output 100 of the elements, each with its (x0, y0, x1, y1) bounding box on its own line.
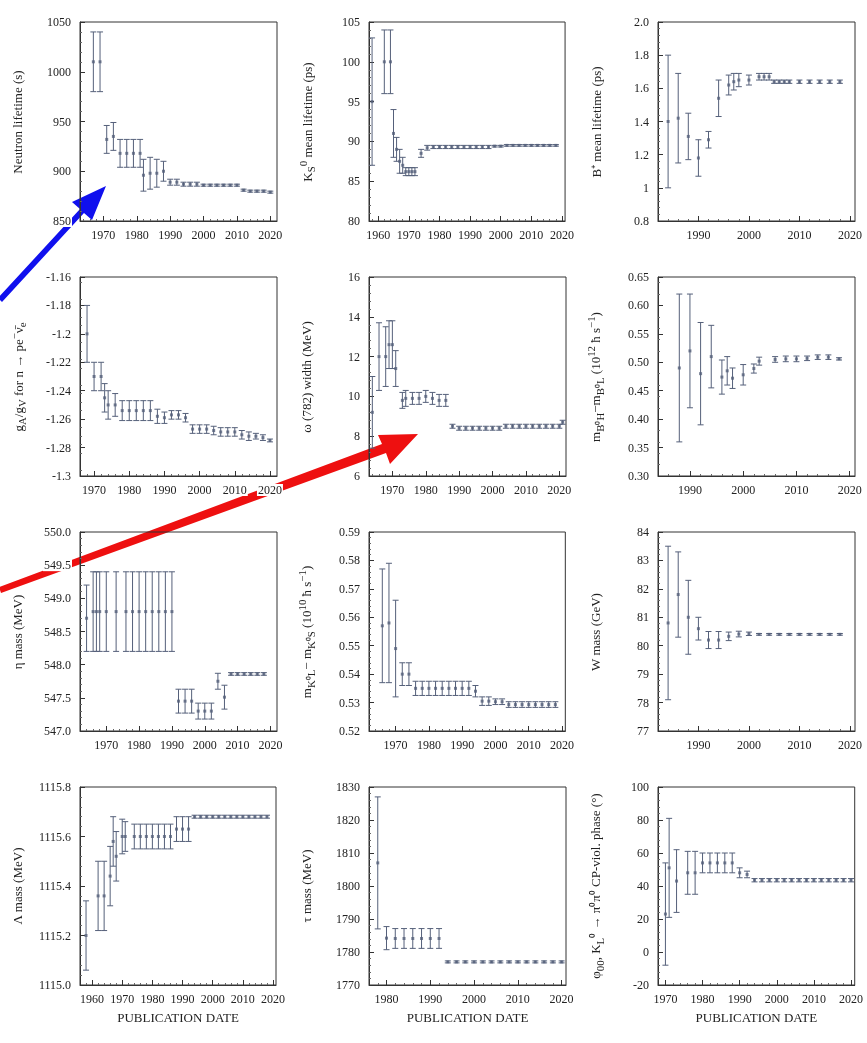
point (108, 874, 112, 878)
point (376, 861, 380, 865)
y-tick-label: 1115.4 (38, 879, 71, 893)
point (141, 173, 145, 177)
point (437, 936, 441, 940)
y-tick-label: 549.0 (44, 591, 71, 606)
x-tick-label: 2000 (736, 738, 761, 752)
y-tick-label: 0.52 (339, 724, 360, 738)
point (209, 709, 213, 713)
point (738, 871, 742, 875)
point (106, 403, 110, 407)
x-tick-label: 2010 (516, 738, 541, 752)
point (666, 120, 670, 123)
y-tick-label: 85 (348, 174, 360, 189)
point (216, 679, 220, 683)
y-tick-label: 1115.2 (38, 928, 71, 943)
point (377, 355, 381, 359)
point (382, 60, 386, 64)
x-tick-label: 2000 (192, 738, 217, 752)
x-tick-label: 1960 (80, 992, 105, 1006)
point (393, 936, 397, 940)
point (156, 835, 160, 838)
x-tick-label: 2020 (257, 483, 282, 497)
point (401, 163, 405, 167)
point (144, 610, 148, 614)
point (737, 78, 741, 82)
point (707, 638, 711, 642)
point (380, 624, 384, 628)
y-tick-label: 1790 (336, 912, 360, 926)
x-tick-label: 1980 (413, 483, 438, 497)
y-axis-title: B⁺ mean lifetime (ps) (588, 65, 605, 178)
y-tick-label: 40 (637, 879, 649, 893)
x-tick-label: 2020 (839, 992, 863, 1006)
x-tick-label: 2010 (787, 738, 812, 752)
point (699, 372, 703, 376)
point (676, 593, 680, 597)
y-tick-label: 1.8 (634, 48, 649, 63)
point (428, 936, 432, 940)
point (676, 116, 680, 120)
y-tick-label: 0.50 (628, 355, 649, 370)
point (141, 409, 145, 413)
x-tick-label: 1980 (374, 992, 399, 1006)
point (114, 854, 118, 858)
point (385, 936, 389, 940)
x-tick-label: 1980 (124, 228, 149, 242)
y-tick-label: 549.5 (44, 558, 71, 573)
x-tick-label: 1990 (677, 483, 702, 497)
point (720, 375, 724, 379)
y-tick-label: 1830 (336, 780, 360, 794)
x-tick-label: 2020 (837, 228, 862, 242)
x-tick-label: 2020 (837, 738, 862, 752)
point (96, 894, 100, 898)
point (395, 147, 399, 151)
x-tick-label: 1970 (383, 738, 408, 752)
x-tick-label: 2010 (230, 992, 255, 1006)
y-tick-label: 80 (348, 214, 360, 228)
point (144, 835, 148, 838)
y-tick-label: 1115.6 (38, 829, 71, 844)
x-tick-label: 2010 (505, 992, 530, 1006)
point (693, 871, 697, 875)
point (410, 396, 414, 400)
y-tick-label: 0.60 (628, 298, 649, 313)
x-tick-label: 2010 (801, 992, 826, 1006)
point (170, 610, 174, 614)
point (727, 634, 731, 638)
y-tick-label: 6 (354, 469, 360, 483)
y-tick-label: 0.8 (634, 214, 649, 228)
x-tick-label: 1980 (690, 992, 715, 1006)
point (177, 699, 180, 703)
point (85, 332, 89, 336)
x-tick-label: 2010 (787, 228, 812, 242)
y-tick-label: -1.28 (46, 440, 71, 455)
x-tick-label: 2000 (736, 228, 761, 242)
point (407, 672, 411, 676)
point (98, 610, 102, 614)
point (434, 686, 438, 690)
y-tick-label: 83 (637, 553, 649, 568)
point (131, 151, 135, 155)
point (148, 409, 152, 413)
y-tick-label: 1 (643, 180, 649, 195)
point (747, 78, 751, 82)
point (398, 159, 402, 163)
point (715, 861, 719, 865)
y-tick-label: 90 (348, 134, 360, 149)
y-axis-title: ω (782) width (MeV) (299, 320, 315, 433)
x-tick-label: 1990 (686, 738, 711, 752)
point (105, 137, 109, 141)
point (686, 871, 690, 875)
x-tick-label: 1970 (94, 738, 119, 752)
x-tick-label: 2000 (187, 483, 212, 497)
point (725, 369, 729, 373)
y-tick-label: 14 (348, 309, 360, 324)
x-tick-label: 2020 (550, 228, 574, 242)
x-tick-label: 1970 (396, 228, 421, 242)
point (730, 861, 734, 865)
x-tick-label: 1970 (82, 483, 107, 497)
point (134, 409, 138, 413)
point (124, 610, 128, 614)
x-tick-label: 2000 (731, 483, 756, 497)
x-tick-label: 1990 (447, 483, 472, 497)
